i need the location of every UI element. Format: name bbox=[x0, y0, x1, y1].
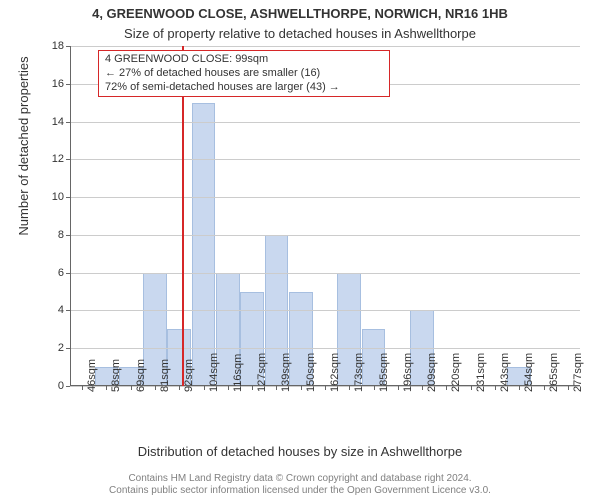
x-tick-label: 150sqm bbox=[305, 353, 317, 392]
x-tick-label: 277sqm bbox=[572, 353, 584, 392]
x-axis-label: Distribution of detached houses by size … bbox=[0, 444, 600, 459]
x-tick-mark bbox=[568, 386, 569, 390]
y-axis-label: Number of detached properties bbox=[16, 0, 31, 316]
y-tick-label: 14 bbox=[52, 116, 64, 128]
x-tick-label: 254sqm bbox=[523, 353, 535, 392]
x-tick-mark bbox=[544, 386, 545, 390]
x-tick-label: 209sqm bbox=[426, 353, 438, 392]
x-tick-label: 58sqm bbox=[110, 359, 122, 392]
gridline bbox=[70, 46, 580, 47]
info-box-line2: ← 27% of detached houses are smaller (16… bbox=[105, 67, 383, 81]
x-tick-mark bbox=[276, 386, 277, 390]
gridline bbox=[70, 273, 580, 274]
x-tick-mark bbox=[179, 386, 180, 390]
chart-title-line2: Size of property relative to detached ho… bbox=[0, 26, 600, 41]
x-tick-mark bbox=[519, 386, 520, 390]
x-tick-label: 243sqm bbox=[499, 353, 511, 392]
x-tick-mark bbox=[422, 386, 423, 390]
y-tick-label: 0 bbox=[58, 380, 64, 392]
x-tick-label: 127sqm bbox=[256, 353, 268, 392]
gridline bbox=[70, 348, 580, 349]
footer-line2: Contains public sector information licen… bbox=[0, 485, 600, 497]
info-box: 4 GREENWOOD CLOSE: 99sqm ← 27% of detach… bbox=[98, 50, 390, 97]
x-tick-label: 231sqm bbox=[475, 353, 487, 392]
gridline bbox=[70, 197, 580, 198]
x-tick-label: 265sqm bbox=[548, 353, 560, 392]
x-tick-label: 185sqm bbox=[378, 353, 390, 392]
y-tick-label: 2 bbox=[58, 342, 64, 354]
y-tick-label: 10 bbox=[52, 191, 64, 203]
x-tick-label: 104sqm bbox=[208, 353, 220, 392]
x-tick-label: 139sqm bbox=[280, 353, 292, 392]
x-tick-mark bbox=[252, 386, 253, 390]
y-tick-label: 16 bbox=[52, 78, 64, 90]
gridline bbox=[70, 310, 580, 311]
x-tick-mark bbox=[228, 386, 229, 390]
x-tick-mark bbox=[106, 386, 107, 390]
chart-container: 4, GREENWOOD CLOSE, ASHWELLTHORPE, NORWI… bbox=[0, 0, 600, 500]
x-tick-label: 162sqm bbox=[329, 353, 341, 392]
x-tick-mark bbox=[349, 386, 350, 390]
x-tick-mark bbox=[495, 386, 496, 390]
chart-title-line1: 4, GREENWOOD CLOSE, ASHWELLTHORPE, NORWI… bbox=[0, 6, 600, 21]
footer-line1: Contains HM Land Registry data © Crown c… bbox=[0, 473, 600, 485]
footer-attribution: Contains HM Land Registry data © Crown c… bbox=[0, 473, 600, 497]
gridline bbox=[70, 159, 580, 160]
info-box-line1: 4 GREENWOOD CLOSE: 99sqm bbox=[105, 53, 383, 67]
x-tick-label: 116sqm bbox=[232, 354, 244, 392]
y-axis-line bbox=[70, 46, 71, 386]
info-box-line3: 72% of semi-detached houses are larger (… bbox=[105, 81, 383, 95]
x-tick-mark bbox=[82, 386, 83, 390]
x-tick-mark bbox=[446, 386, 447, 390]
y-tick-label: 8 bbox=[58, 229, 64, 241]
x-tick-label: 81sqm bbox=[159, 359, 171, 392]
x-tick-label: 173sqm bbox=[353, 353, 365, 392]
x-tick-mark bbox=[131, 386, 132, 390]
x-tick-mark bbox=[204, 386, 205, 390]
y-tick-label: 18 bbox=[52, 40, 64, 52]
x-tick-label: 220sqm bbox=[450, 353, 462, 392]
bar bbox=[192, 103, 216, 386]
x-tick-mark bbox=[301, 386, 302, 390]
y-tick-label: 12 bbox=[52, 153, 64, 165]
y-tick-mark bbox=[66, 386, 70, 387]
x-tick-label: 196sqm bbox=[402, 353, 414, 392]
x-tick-mark bbox=[398, 386, 399, 390]
x-tick-label: 69sqm bbox=[135, 359, 147, 392]
x-tick-mark bbox=[471, 386, 472, 390]
x-tick-mark bbox=[325, 386, 326, 390]
gridline bbox=[70, 122, 580, 123]
x-tick-mark bbox=[155, 386, 156, 390]
gridline bbox=[70, 235, 580, 236]
x-tick-label: 92sqm bbox=[183, 359, 195, 392]
y-tick-label: 6 bbox=[58, 267, 64, 279]
y-tick-label: 4 bbox=[58, 304, 64, 316]
x-tick-label: 46sqm bbox=[86, 359, 98, 392]
x-tick-mark bbox=[374, 386, 375, 390]
